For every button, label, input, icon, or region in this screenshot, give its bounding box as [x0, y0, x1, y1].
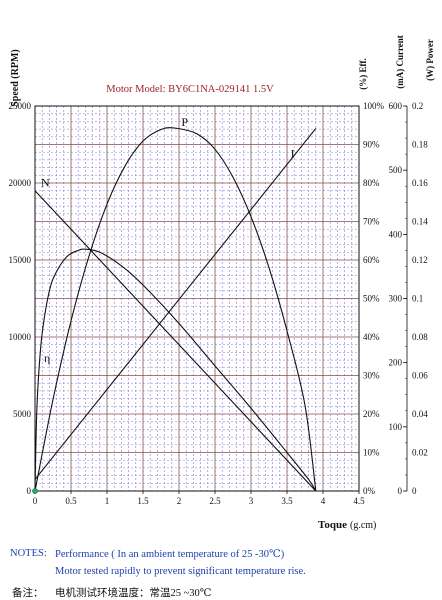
power-tick-label: 0.2	[412, 101, 423, 111]
eff-tick-label: 60%	[363, 255, 380, 265]
series-p-line	[34, 127, 317, 492]
x-tick-label: 3	[249, 496, 254, 506]
series-label: P	[181, 115, 188, 129]
eff-tick-label: 70%	[363, 217, 380, 227]
eff-tick-label: 80%	[363, 178, 380, 188]
notes-cn-text: 电机测试环境温度：常温25 ~30℃	[55, 588, 212, 599]
speed-tick-label: 25000	[9, 101, 32, 111]
x-axis-label: Toque	[318, 519, 347, 531]
eff-tick-label: 50%	[363, 294, 380, 304]
series-n-line	[34, 190, 317, 492]
x-tick-label: 4	[321, 496, 326, 506]
origin-marker	[32, 488, 38, 494]
power-tick-label: 0.1	[412, 294, 423, 304]
x-tick-label: 2	[177, 496, 182, 506]
plot-frame	[34, 105, 360, 492]
current-tick-label: 400	[389, 229, 403, 239]
eff-axis-title: (%) Eff.	[358, 58, 368, 90]
x-tick-label: 1	[105, 496, 110, 506]
power-tick-label: 0.06	[412, 371, 428, 381]
eff-tick-label: 20%	[363, 409, 380, 419]
current-tick-label: 0	[398, 486, 403, 496]
grid	[34, 105, 360, 492]
x-tick-label: 4.5	[353, 496, 365, 506]
notes-line-1: Performance ( In an ambient temperature …	[55, 549, 285, 560]
labels: N I Pη	[41, 115, 295, 365]
current-tick-label: 200	[389, 358, 403, 368]
chart-title: Motor Model: BY6C1NA-029141 1.5V	[106, 84, 274, 95]
power-tick-label: 0	[412, 486, 417, 496]
current-tick-label: 300	[389, 294, 403, 304]
power-tick-label: 0.04	[412, 409, 428, 419]
series-label: I	[291, 146, 295, 160]
axes: 0 0.5 1 1.5 2 2.5 3 3.5 4 4.505000100001500020000…	[9, 35, 436, 506]
power-tick-label: 0.12	[412, 255, 428, 265]
notes-label: NOTES:	[10, 548, 47, 559]
power-tick-label: 0.14	[412, 217, 428, 227]
x-tick-label: 2.5	[209, 496, 221, 506]
speed-tick-label: 5000	[13, 409, 32, 419]
power-axis-title: (W) Power	[425, 39, 435, 81]
power-tick-label: 0.16	[412, 178, 428, 188]
power-tick-label: 0.18	[412, 140, 428, 150]
x-tick-label: 0.5	[65, 496, 77, 506]
power-tick-label: 0.08	[412, 332, 428, 342]
eff-tick-label: 40%	[363, 332, 380, 342]
x-tick-label: 1.5	[137, 496, 149, 506]
current-tick-label: 100	[389, 422, 403, 432]
current-axis-title: (mA) Current	[395, 35, 405, 89]
speed-tick-label: 10000	[9, 332, 32, 342]
series-label: N	[41, 176, 50, 190]
speed-tick-label: 20000	[9, 178, 32, 188]
eff-tick-label: 30%	[363, 371, 380, 381]
current-tick-label: 600	[389, 101, 403, 111]
eff-tick-label: 10%	[363, 448, 380, 458]
current-tick-label: 500	[389, 165, 403, 175]
series-label: η	[44, 351, 50, 365]
x-axis-unit: (g.cm)	[350, 520, 376, 531]
eff-tick-label: 0%	[363, 486, 376, 496]
series-i-line	[34, 128, 317, 480]
eff-tick-label: 100%	[363, 101, 385, 111]
eff-tick-label: 90%	[363, 140, 380, 150]
power-tick-label: 0.02	[412, 448, 428, 458]
notes-cn-label: 备注：	[12, 588, 44, 599]
notes-line-2: Motor tested rapidly to prevent signific…	[55, 566, 306, 577]
x-tick-label: 3.5	[281, 496, 293, 506]
x-tick-label: 0	[33, 496, 38, 506]
series-eta-line	[34, 248, 317, 492]
speed-tick-label: 0	[27, 486, 32, 496]
speed-tick-label: 15000	[9, 255, 32, 265]
series	[32, 127, 317, 494]
speed-axis-title: Speed (RPM)	[10, 49, 21, 107]
